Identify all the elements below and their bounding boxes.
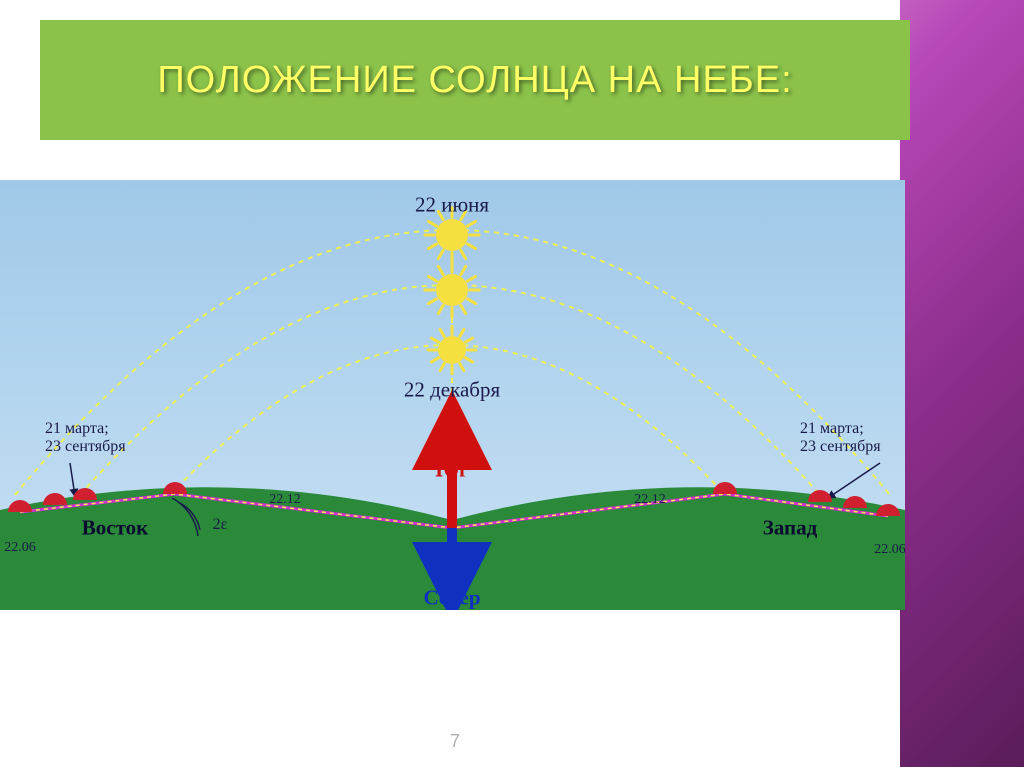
page-number: 7 (450, 731, 460, 752)
slide-title: ПОЛОЖЕНИЕ СОЛНЦА НА НЕБЕ: (157, 59, 792, 102)
rise-set-date: 22.06 (874, 542, 906, 558)
label-north: Север (423, 586, 480, 611)
label-west: Запад (763, 516, 818, 541)
callout-equinox-right: 21 марта;23 сентября (800, 420, 881, 456)
angle-2eps: 2ε (213, 516, 228, 534)
label-december: 22 декабря (404, 378, 500, 403)
sun-position-diagram: 22 июня 22 декабря Юг Север Восток Запад… (0, 180, 905, 610)
rise-set-date: 22.12 (634, 492, 666, 508)
label-south: Юг (435, 458, 468, 483)
label-june: 22 июня (415, 193, 489, 218)
rise-set-date: 22.12 (269, 492, 301, 508)
title-bar: ПОЛОЖЕНИЕ СОЛНЦА НА НЕБЕ: (40, 20, 910, 140)
sun-icon (424, 322, 480, 378)
sun-icon (420, 258, 484, 322)
rise-set-date: 22.06 (4, 540, 36, 556)
callout-equinox-left: 21 марта;23 сентября (45, 420, 126, 456)
label-east: Восток (82, 516, 148, 541)
